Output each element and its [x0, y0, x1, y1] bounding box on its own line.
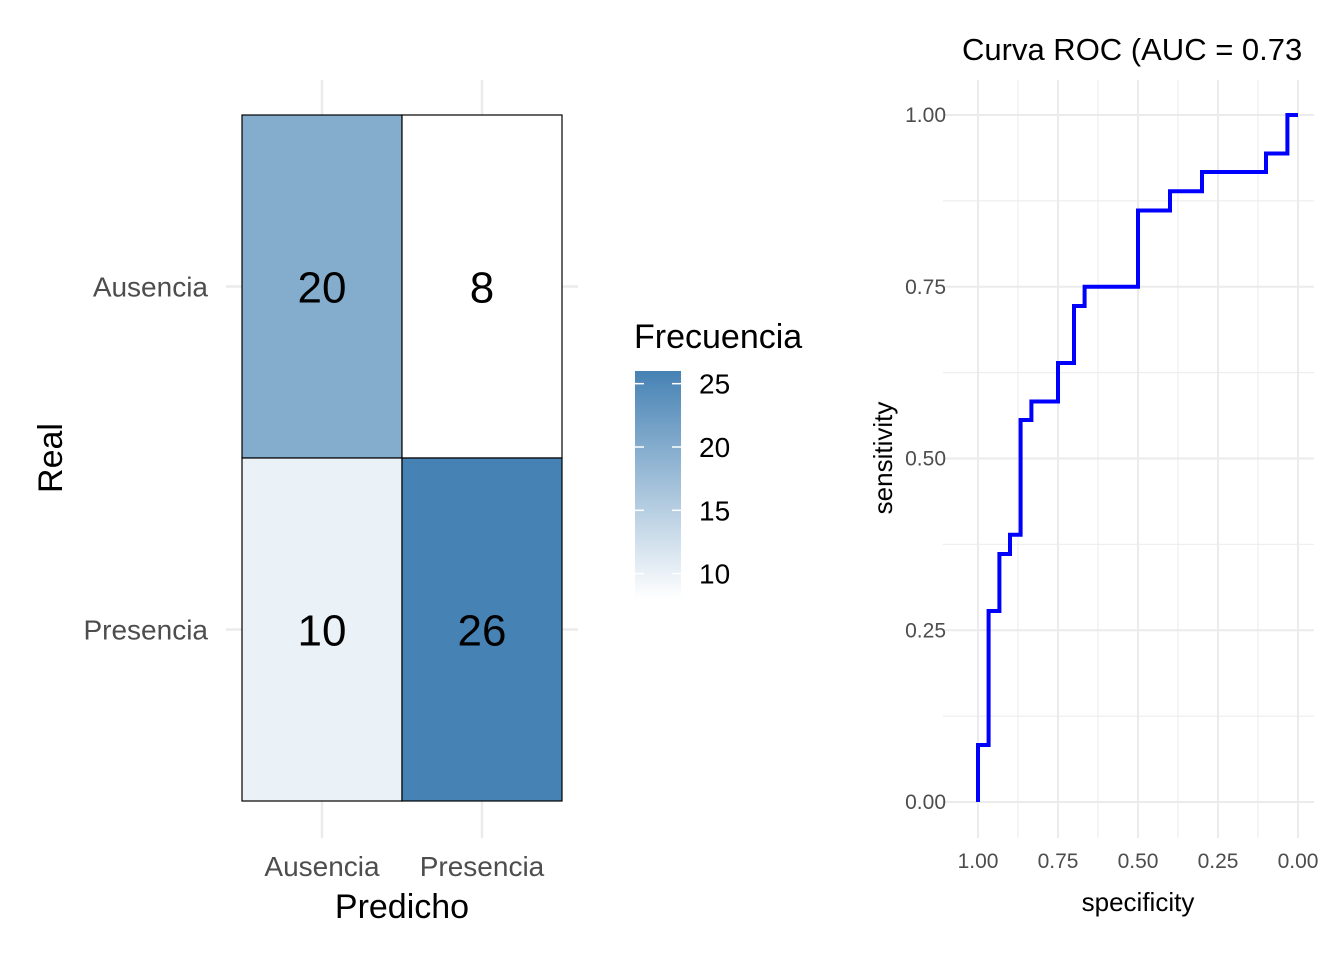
- cm-x-tick-1: Presencia: [420, 851, 545, 882]
- cm-cell-labels: 20 8 10 26: [298, 264, 507, 656]
- legend-tick-label-3: 25: [699, 369, 730, 400]
- roc-title: Curva ROC (AUC = 0.73: [962, 32, 1302, 67]
- roc-y-tick-labels: 0.00 0.25 0.50 0.75 1.00: [905, 104, 946, 814]
- confusion-matrix-panel: 20 8 10 26 Ausencia Presencia Ausencia Presen…: [32, 80, 578, 926]
- roc-x-tick-0: 1.00: [958, 850, 999, 873]
- cm-y-tick-0: Ausencia: [93, 272, 209, 303]
- legend-tick-label-0: 10: [699, 559, 730, 590]
- legend-ticks: 10 15 20 25: [635, 369, 730, 590]
- legend-title: Frecuencia: [634, 318, 802, 356]
- roc-x-axis-title: specificity: [1082, 887, 1195, 917]
- roc-x-tick-1: 0.75: [1038, 850, 1079, 873]
- roc-y-tick-1: 0.25: [905, 619, 946, 642]
- roc-y-tick-0: 0.00: [905, 791, 946, 814]
- legend-colorbar: [635, 371, 681, 599]
- roc-y-tick-2: 0.50: [905, 448, 946, 471]
- roc-x-tick-4: 0.00: [1278, 850, 1319, 873]
- roc-y-axis-title: sensitivity: [868, 402, 898, 515]
- cm-cell-label-2: 10: [298, 607, 347, 656]
- cm-cell-label-0: 20: [298, 264, 347, 313]
- cm-y-tick-1: Presencia: [83, 615, 208, 646]
- cm-cell-3: [401, 457, 563, 802]
- roc-x-tick-2: 0.50: [1118, 850, 1159, 873]
- roc-y-tick-4: 1.00: [905, 104, 946, 127]
- roc-y-tick-3: 0.75: [905, 276, 946, 299]
- cm-y-tick-labels: Ausencia Presencia: [83, 272, 208, 646]
- cm-y-axis-title: Real: [32, 423, 70, 493]
- roc-x-tick-3: 0.25: [1198, 850, 1239, 873]
- roc-x-tick-labels: 1.00 0.75 0.50 0.25 0.00: [958, 850, 1319, 873]
- cm-cell-0: [241, 114, 403, 459]
- legend-tick-label-1: 15: [699, 495, 730, 526]
- roc-gridlines: [943, 80, 1314, 838]
- legend: Frecuencia 10 15 20 25: [634, 318, 802, 599]
- cm-cells: [241, 114, 563, 802]
- roc-curve-line: [976, 113, 1298, 802]
- cm-x-tick-0: Ausencia: [264, 851, 380, 882]
- legend-tick-label-2: 20: [699, 432, 730, 463]
- cm-x-tick-labels: Ausencia Presencia: [264, 851, 544, 882]
- cm-cell-2: [241, 457, 403, 802]
- cm-cell-label-3: 26: [458, 607, 507, 656]
- cm-cell-label-1: 8: [470, 264, 494, 313]
- cm-x-axis-title: Predicho: [335, 888, 469, 926]
- roc-panel: 1.00 0.75 0.50 0.25 0.00 0.000.250.500.751.0…: [868, 32, 1318, 917]
